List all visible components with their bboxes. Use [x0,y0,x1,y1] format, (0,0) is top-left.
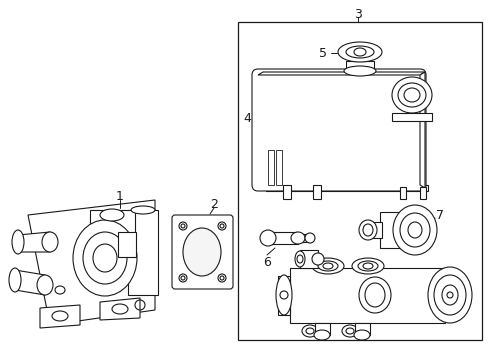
Ellipse shape [343,66,375,76]
Text: 4: 4 [243,112,250,125]
Ellipse shape [290,232,305,244]
Ellipse shape [294,251,305,267]
FancyBboxPatch shape [172,215,232,289]
Polygon shape [28,200,155,325]
Ellipse shape [311,258,343,274]
Ellipse shape [183,228,221,276]
Text: 5: 5 [318,46,326,59]
Ellipse shape [218,274,225,282]
Ellipse shape [42,232,58,252]
Ellipse shape [9,268,21,292]
Ellipse shape [218,222,225,230]
Bar [128,210,158,295]
Ellipse shape [337,42,381,62]
Polygon shape [278,276,289,315]
Ellipse shape [260,230,275,246]
Ellipse shape [302,325,317,337]
Bar [118,232,136,257]
Bar [419,187,425,199]
Text: 1: 1 [116,189,123,202]
Ellipse shape [358,220,376,240]
Ellipse shape [313,330,329,340]
Ellipse shape [179,274,186,282]
Ellipse shape [341,325,357,337]
Ellipse shape [73,220,137,296]
FancyBboxPatch shape [251,69,425,191]
Text: 7: 7 [435,208,443,221]
Ellipse shape [427,267,471,323]
Bar [312,185,320,199]
Bar [346,61,373,71]
Bar [399,187,405,199]
Ellipse shape [397,83,425,107]
Ellipse shape [275,275,291,315]
Ellipse shape [399,213,429,247]
Ellipse shape [433,275,465,315]
Ellipse shape [391,77,431,113]
Ellipse shape [179,222,186,230]
Bar [297,234,309,242]
Bar [391,113,431,121]
Bar [314,323,329,335]
Bar [275,150,282,185]
Ellipse shape [351,258,383,274]
Polygon shape [18,232,50,252]
Bar [354,323,369,335]
Text: 3: 3 [353,8,361,21]
Text: 2: 2 [210,198,218,211]
Ellipse shape [37,275,53,295]
Polygon shape [40,305,80,328]
Ellipse shape [392,205,436,255]
Polygon shape [15,270,45,295]
Ellipse shape [353,330,369,340]
Ellipse shape [441,285,457,305]
Bar [299,250,317,268]
Bar [267,232,297,244]
Bar [367,222,381,238]
Ellipse shape [357,261,377,271]
Bar [289,268,444,323]
Bar [267,150,273,185]
Ellipse shape [403,88,419,102]
Polygon shape [258,72,424,75]
Polygon shape [265,185,427,191]
Bar [379,212,414,248]
Bar [283,185,290,199]
Ellipse shape [353,48,365,56]
Ellipse shape [83,232,127,284]
Ellipse shape [358,277,390,313]
Text: 6: 6 [263,256,270,269]
Ellipse shape [100,209,124,221]
Ellipse shape [12,230,24,254]
Ellipse shape [407,222,421,238]
Ellipse shape [93,244,117,272]
Ellipse shape [311,253,324,265]
Ellipse shape [362,224,372,236]
Bar [90,210,135,245]
Ellipse shape [317,261,337,271]
Polygon shape [419,72,424,188]
Bar [238,22,481,340]
Polygon shape [100,298,140,320]
Ellipse shape [131,206,155,214]
Ellipse shape [305,233,314,243]
